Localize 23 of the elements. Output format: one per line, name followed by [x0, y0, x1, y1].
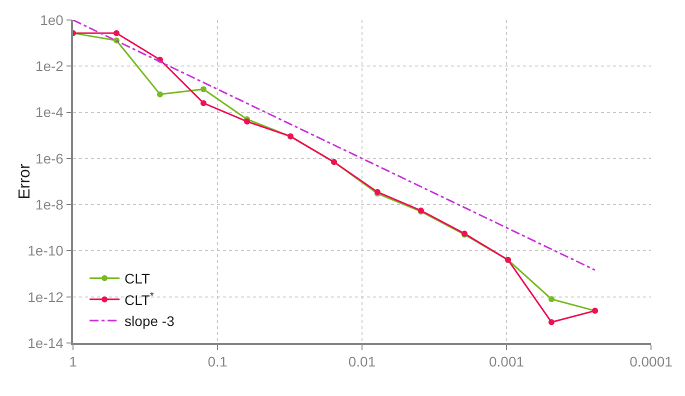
- y-tick-label: 1e-2: [35, 58, 64, 74]
- y-tick-label: 1e0: [40, 12, 64, 28]
- legend-label: CLT$^{*}$: [124, 290, 154, 308]
- y-tick-label: 1e-14: [28, 334, 64, 351]
- point: [548, 319, 554, 326]
- y-tick-label: 1e-12: [28, 288, 64, 305]
- point: [157, 91, 163, 98]
- y-axis-title: Error: [16, 163, 34, 200]
- legend-label: CLT: [124, 270, 150, 287]
- point: [200, 100, 206, 106]
- x-tick-label: 0.001: [488, 354, 524, 370]
- point: [114, 30, 120, 36]
- x-tick-label: 0.01: [348, 354, 376, 370]
- x-tick-label: 0.0001: [630, 354, 673, 370]
- point: [548, 296, 554, 302]
- x-tick-label: 1: [69, 354, 78, 370]
- y-tick-label: 1e-8: [35, 196, 64, 212]
- point: [200, 86, 206, 92]
- legend-label: slope -3: [124, 313, 175, 329]
- y-tick-label: 1e-10: [28, 242, 64, 259]
- x-tick-label: 0.1: [208, 354, 228, 370]
- y-tick-label: 1e-4: [35, 104, 64, 120]
- y-tick-label: 1e-6: [35, 150, 64, 166]
